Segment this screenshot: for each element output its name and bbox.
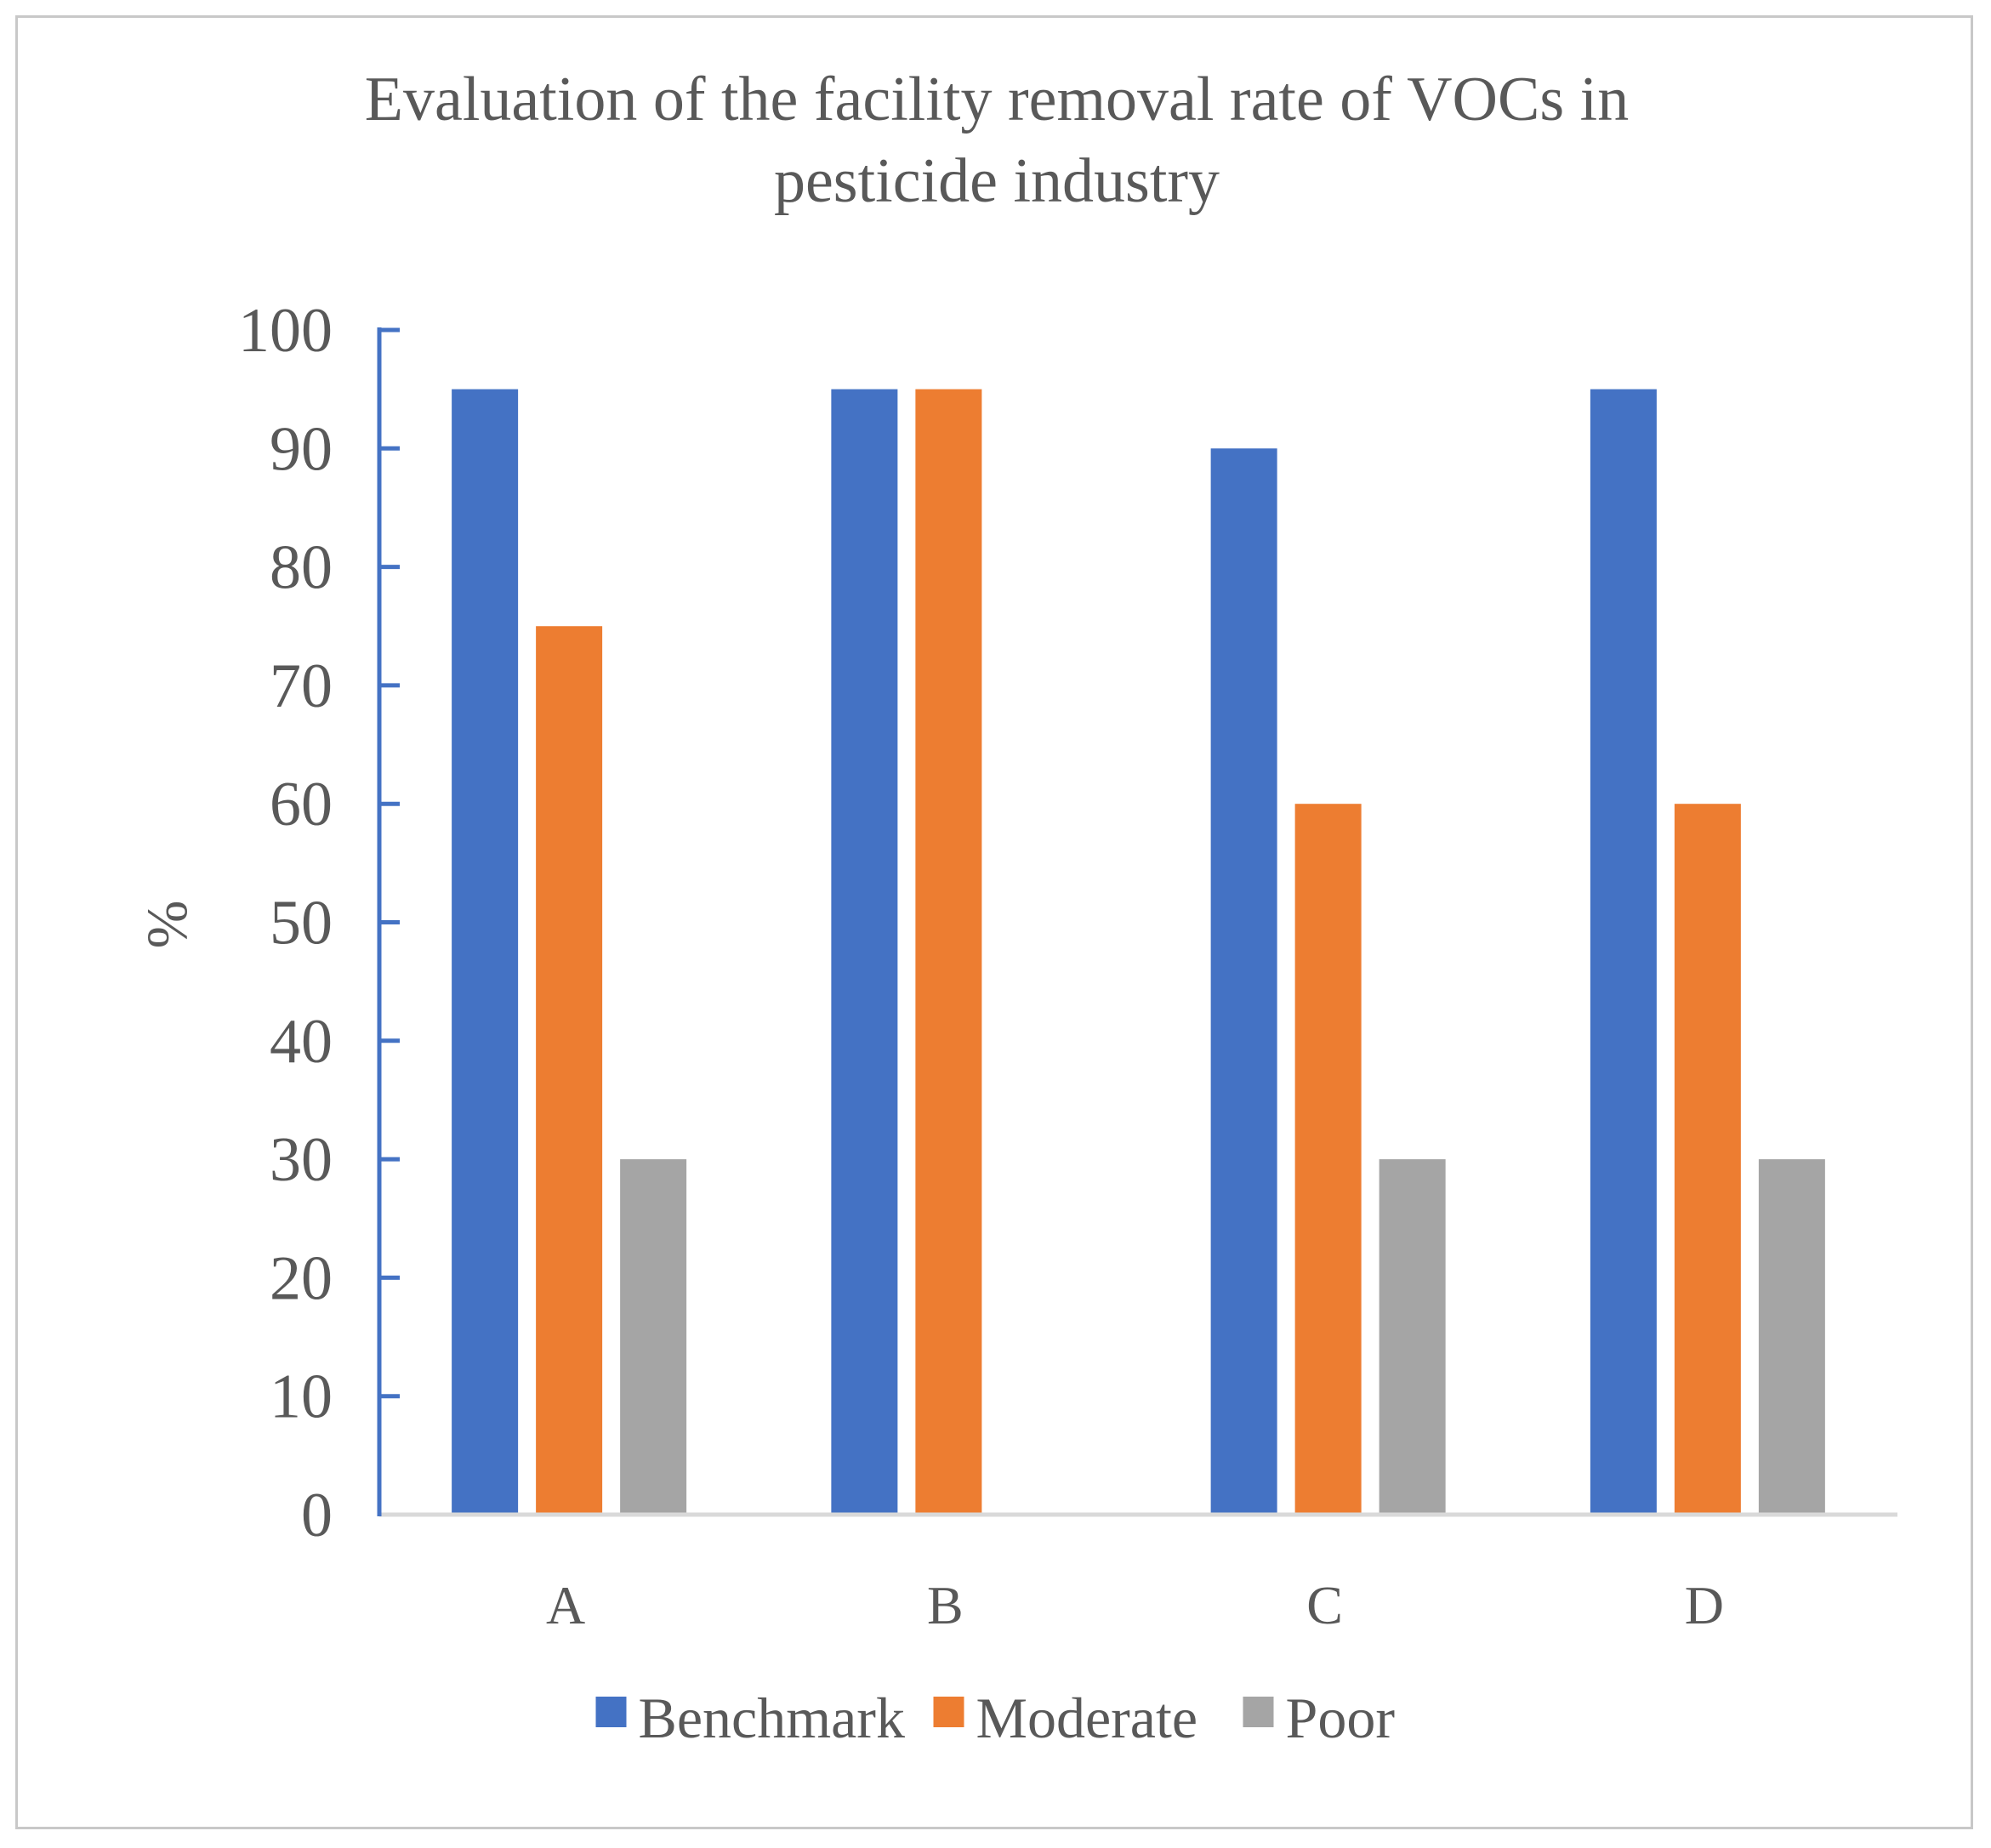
bar-benchmark-d xyxy=(1590,389,1657,1515)
y-tick-label: 10 xyxy=(270,1362,333,1432)
y-tick-label: 50 xyxy=(270,889,333,958)
y-tick-label: 30 xyxy=(270,1125,333,1195)
legend-swatch-benchmark xyxy=(595,1697,627,1727)
bar-moderate-c xyxy=(1294,804,1362,1515)
y-tick-label: 100 xyxy=(238,296,333,366)
y-tick-label: 40 xyxy=(270,1007,333,1077)
bar-moderate-a xyxy=(536,626,603,1515)
y-tick-label: 20 xyxy=(270,1243,333,1313)
chart-title-line: pesticide industry xyxy=(774,146,1220,216)
bar-benchmark-b xyxy=(831,389,898,1515)
y-tick-label: 70 xyxy=(270,651,333,721)
bar-poor-c xyxy=(1379,1159,1446,1515)
x-category-label: D xyxy=(1685,1575,1724,1635)
bar-poor-a xyxy=(620,1159,687,1515)
legend-label-poor: Poor xyxy=(1286,1686,1396,1750)
legend-label-benchmark: Benchmark xyxy=(639,1686,905,1750)
x-category-label: B xyxy=(927,1575,964,1635)
legend-swatch-poor xyxy=(1243,1697,1274,1727)
chart-frame: Evaluation of the facility removal rate … xyxy=(15,15,1973,1829)
y-tick-label: 90 xyxy=(270,414,333,484)
y-tick-label: 80 xyxy=(270,533,333,603)
chart-title-line: Evaluation of the facility removal rate … xyxy=(365,65,1629,134)
x-axis-categories: A B C D xyxy=(546,1575,1724,1635)
legend: Benchmark Moderate Poor xyxy=(595,1686,1396,1750)
bar-moderate-b xyxy=(915,389,982,1515)
legend-swatch-moderate xyxy=(933,1697,964,1727)
bar-benchmark-c xyxy=(1210,448,1277,1515)
bars xyxy=(452,389,1825,1515)
bar-poor-d xyxy=(1758,1159,1825,1515)
axes xyxy=(377,327,1897,1517)
legend-label-moderate: Moderate xyxy=(976,1686,1198,1750)
y-axis-ticks: 0 10 20 30 40 50 60 70 80 90 100 xyxy=(238,296,400,1550)
bar-moderate-d xyxy=(1674,804,1741,1515)
y-tick-label: 0 xyxy=(301,1481,333,1550)
y-tick-label: 60 xyxy=(270,770,333,839)
x-category-label: C xyxy=(1306,1575,1343,1635)
bar-benchmark-a xyxy=(452,389,519,1515)
bar-chart: Evaluation of the facility removal rate … xyxy=(134,65,1897,1750)
chart-title: Evaluation of the facility removal rate … xyxy=(365,65,1629,216)
y-axis-title: % xyxy=(134,901,199,949)
x-category-label: A xyxy=(546,1575,585,1635)
